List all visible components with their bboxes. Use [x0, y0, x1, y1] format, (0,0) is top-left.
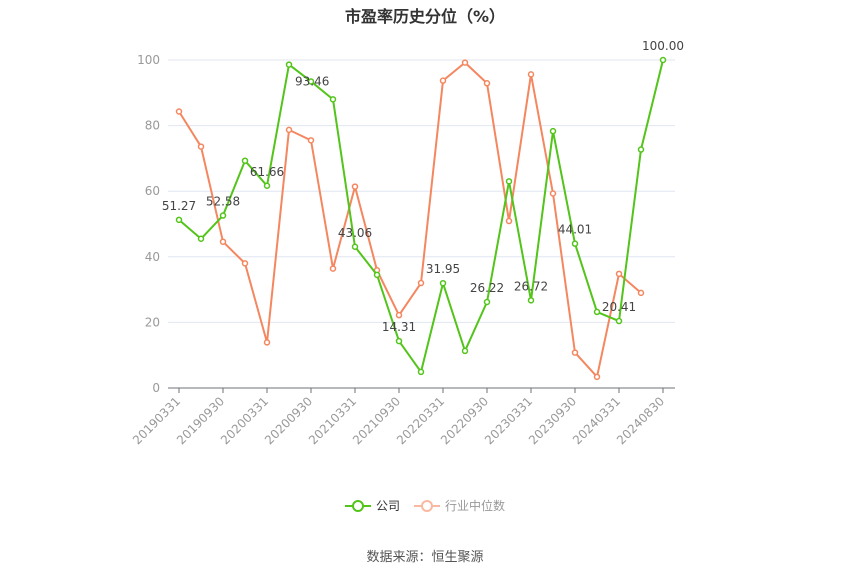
data-label: 14.31 — [382, 320, 416, 334]
data-point — [439, 77, 447, 84]
industry-median-line — [178, 61, 642, 378]
data-point — [615, 270, 623, 278]
data-point — [175, 108, 183, 115]
data-point — [505, 178, 513, 185]
x-tick-label: 20240830 — [614, 394, 667, 447]
data-point — [197, 235, 205, 243]
data-label: 44.01 — [558, 223, 592, 237]
data-point — [571, 349, 579, 356]
data-point — [373, 271, 381, 279]
data-point — [527, 297, 535, 304]
data-point — [593, 308, 601, 316]
legend-label-company: 公司 — [375, 499, 400, 513]
legend: 公司 行业中位数 — [0, 497, 850, 514]
data-point — [175, 216, 183, 224]
data-point — [263, 182, 271, 190]
data-point — [417, 368, 425, 376]
legend-marker-industry-icon — [414, 499, 440, 512]
data-point — [241, 260, 249, 267]
data-point — [461, 59, 469, 66]
data-point — [219, 238, 227, 245]
y-tick-label: 100 — [137, 53, 160, 67]
data-point — [395, 311, 403, 319]
legend-item-industry-median[interactable]: 行业中位数 — [414, 497, 505, 514]
chart-title: 市盈率历史分位（%） — [344, 7, 506, 26]
y-axis: 0 20 40 60 80 100 — [137, 53, 160, 395]
y-tick-label: 40 — [145, 250, 160, 264]
data-point — [549, 190, 557, 197]
y-tick-label: 20 — [145, 315, 160, 329]
data-label: 31.95 — [426, 262, 460, 276]
data-point — [505, 217, 513, 225]
data-point — [219, 212, 227, 219]
legend-marker-company-icon — [344, 499, 371, 512]
grid-lines — [168, 59, 675, 323]
data-point — [483, 80, 491, 87]
data-point — [637, 289, 645, 297]
data-point — [417, 279, 425, 287]
company-line — [178, 59, 664, 373]
data-label: 26.22 — [470, 281, 504, 295]
data-point — [439, 279, 447, 287]
x-axis: 2019033120190930202003312020093020210331… — [130, 387, 675, 447]
series-lines — [175, 56, 667, 381]
data-point — [483, 298, 491, 306]
data-label: 43.06 — [338, 226, 372, 240]
data-point — [285, 126, 293, 134]
data-point — [285, 61, 293, 68]
legend-label-industry-median: 行业中位数 — [445, 499, 506, 513]
data-point — [549, 127, 557, 135]
data-point — [307, 78, 315, 85]
y-tick-label: 0 — [152, 381, 160, 395]
data-label: 26.72 — [514, 279, 548, 293]
y-tick-label: 80 — [145, 119, 160, 133]
data-point — [615, 317, 623, 325]
data-point — [307, 137, 315, 144]
data-label: 61.66 — [250, 165, 284, 179]
data-point — [395, 337, 403, 345]
data-point — [593, 373, 601, 381]
data-point — [527, 71, 535, 78]
data-point — [637, 146, 645, 153]
data-point — [659, 56, 667, 64]
data-point — [197, 143, 205, 150]
data-label: 93.46 — [295, 74, 329, 88]
data-source: 数据来源：恒生聚源 — [366, 550, 484, 565]
data-point — [263, 339, 271, 346]
data-label: 52.58 — [206, 195, 240, 209]
data-label: 20.41 — [602, 300, 636, 314]
data-label: 51.27 — [162, 199, 196, 213]
data-point — [351, 243, 359, 251]
data-point — [329, 265, 337, 272]
legend-item-company[interactable]: 公司 — [344, 497, 400, 514]
data-label: 100.00 — [642, 39, 684, 53]
data-point — [329, 96, 337, 103]
data-point — [351, 183, 359, 190]
y-tick-label: 60 — [145, 184, 160, 198]
data-point — [461, 347, 469, 355]
data-labels: 51.27 52.58 61.66 93.46 43.06 14.31 31.95 26.22… — [162, 39, 684, 334]
data-point — [241, 157, 249, 164]
data-point — [571, 240, 579, 247]
